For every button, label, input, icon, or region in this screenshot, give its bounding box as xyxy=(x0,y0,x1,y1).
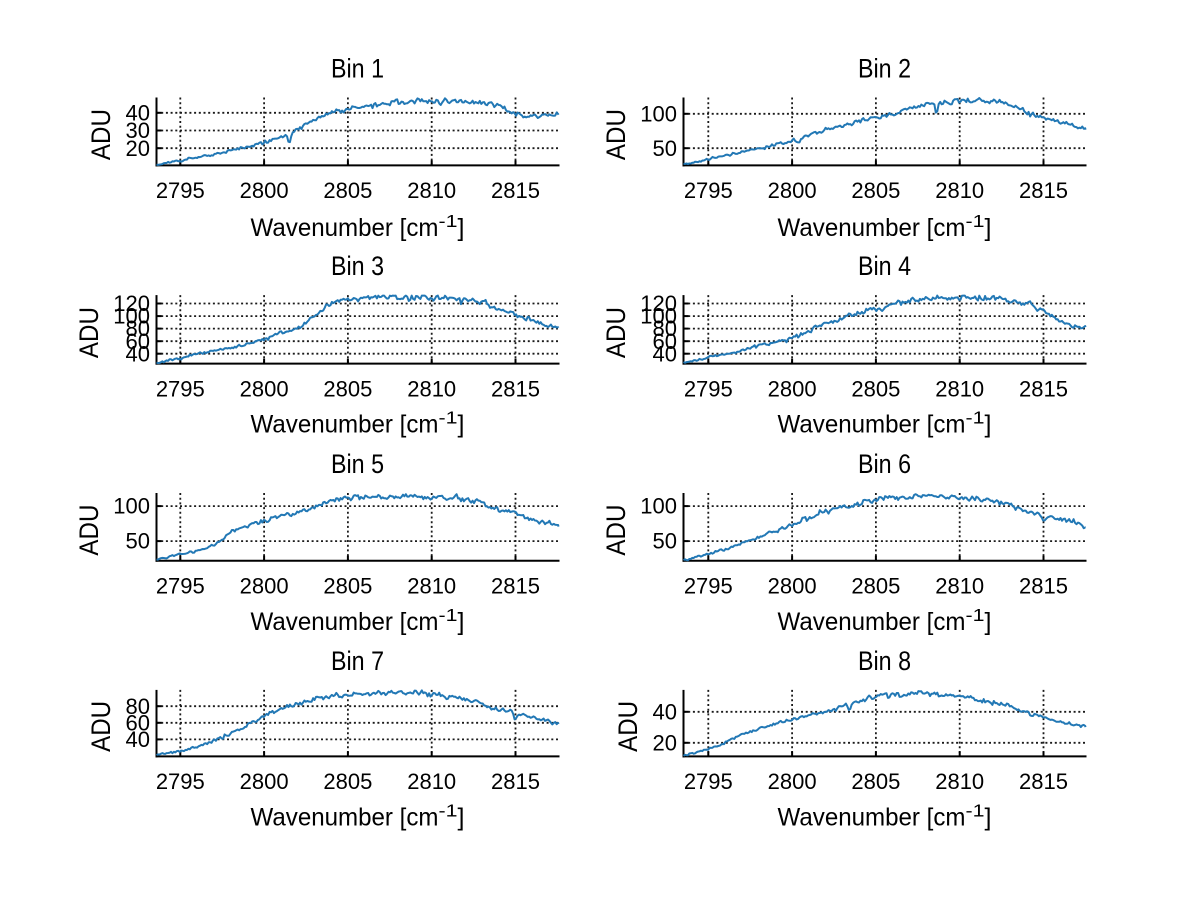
svg-text:Wavenumber [cm-1]: Wavenumber [cm-1] xyxy=(778,408,992,439)
svg-text:2815: 2815 xyxy=(1019,178,1068,203)
svg-text:Wavenumber [cm-1]: Wavenumber [cm-1] xyxy=(778,211,992,242)
svg-text:2815: 2815 xyxy=(491,376,540,401)
svg-text:80: 80 xyxy=(126,694,150,719)
svg-text:2805: 2805 xyxy=(323,769,372,794)
svg-text:ADU: ADU xyxy=(601,505,631,556)
svg-text:2800: 2800 xyxy=(240,178,289,203)
svg-text:2815: 2815 xyxy=(491,178,540,203)
svg-text:Bin 3: Bin 3 xyxy=(331,251,384,281)
svg-text:2795: 2795 xyxy=(156,574,205,599)
svg-text:2800: 2800 xyxy=(240,376,289,401)
svg-text:60: 60 xyxy=(653,329,677,354)
svg-text:Bin 5: Bin 5 xyxy=(331,449,384,479)
svg-text:2805: 2805 xyxy=(851,376,900,401)
svg-text:ADU: ADU xyxy=(613,701,643,752)
svg-text:2805: 2805 xyxy=(851,574,900,599)
svg-text:2815: 2815 xyxy=(1019,376,1068,401)
svg-text:50: 50 xyxy=(653,136,677,161)
svg-text:2800: 2800 xyxy=(768,769,817,794)
svg-text:30: 30 xyxy=(126,118,150,143)
svg-text:2805: 2805 xyxy=(851,178,900,203)
svg-text:2815: 2815 xyxy=(1019,769,1068,794)
svg-text:120: 120 xyxy=(640,291,677,316)
svg-text:80: 80 xyxy=(653,316,677,341)
svg-text:100: 100 xyxy=(640,304,677,329)
svg-text:2795: 2795 xyxy=(684,574,733,599)
svg-text:Wavenumber [cm-1]: Wavenumber [cm-1] xyxy=(778,801,992,832)
svg-text:2805: 2805 xyxy=(851,769,900,794)
svg-text:40: 40 xyxy=(126,727,150,752)
svg-text:2805: 2805 xyxy=(323,376,372,401)
svg-text:100: 100 xyxy=(640,494,677,519)
svg-text:20: 20 xyxy=(126,136,150,161)
svg-text:ADU: ADU xyxy=(74,307,104,358)
svg-text:2810: 2810 xyxy=(935,178,984,203)
svg-text:40: 40 xyxy=(653,699,677,724)
svg-text:2810: 2810 xyxy=(935,769,984,794)
svg-text:2795: 2795 xyxy=(684,376,733,401)
svg-text:ADU: ADU xyxy=(601,307,631,358)
svg-text:2810: 2810 xyxy=(407,178,456,203)
svg-text:50: 50 xyxy=(126,529,150,554)
svg-text:Wavenumber [cm-1]: Wavenumber [cm-1] xyxy=(251,211,465,242)
svg-text:2810: 2810 xyxy=(935,376,984,401)
svg-text:50: 50 xyxy=(653,529,677,554)
svg-text:40: 40 xyxy=(126,341,150,366)
svg-text:2795: 2795 xyxy=(156,769,205,794)
svg-text:2795: 2795 xyxy=(156,178,205,203)
svg-text:2800: 2800 xyxy=(240,769,289,794)
svg-text:40: 40 xyxy=(126,100,150,125)
svg-text:2810: 2810 xyxy=(407,769,456,794)
svg-text:2805: 2805 xyxy=(323,574,372,599)
svg-text:2800: 2800 xyxy=(768,574,817,599)
svg-text:2795: 2795 xyxy=(684,769,733,794)
svg-text:Wavenumber [cm-1]: Wavenumber [cm-1] xyxy=(251,605,465,636)
svg-text:ADU: ADU xyxy=(601,109,631,160)
svg-text:2800: 2800 xyxy=(240,574,289,599)
svg-text:Bin 8: Bin 8 xyxy=(858,646,911,676)
svg-text:2795: 2795 xyxy=(156,376,205,401)
svg-text:2810: 2810 xyxy=(935,574,984,599)
svg-text:40: 40 xyxy=(653,341,677,366)
svg-text:Bin 1: Bin 1 xyxy=(331,54,384,84)
svg-text:100: 100 xyxy=(113,304,150,329)
svg-text:Wavenumber [cm-1]: Wavenumber [cm-1] xyxy=(251,408,465,439)
svg-text:2810: 2810 xyxy=(407,376,456,401)
svg-text:2810: 2810 xyxy=(407,574,456,599)
svg-text:Bin 2: Bin 2 xyxy=(858,54,911,84)
svg-text:2800: 2800 xyxy=(768,178,817,203)
svg-text:20: 20 xyxy=(653,730,677,755)
svg-text:ADU: ADU xyxy=(86,109,116,160)
svg-text:Wavenumber [cm-1]: Wavenumber [cm-1] xyxy=(778,605,992,636)
svg-text:120: 120 xyxy=(113,291,150,316)
svg-text:Wavenumber [cm-1]: Wavenumber [cm-1] xyxy=(251,801,465,832)
svg-text:2795: 2795 xyxy=(684,178,733,203)
svg-text:Bin 4: Bin 4 xyxy=(858,251,911,281)
svg-text:Bin 7: Bin 7 xyxy=(331,646,384,676)
svg-text:2800: 2800 xyxy=(768,376,817,401)
svg-text:ADU: ADU xyxy=(74,505,104,556)
svg-text:ADU: ADU xyxy=(86,701,116,752)
svg-text:100: 100 xyxy=(640,101,677,126)
svg-text:2805: 2805 xyxy=(323,178,372,203)
svg-text:Bin 6: Bin 6 xyxy=(858,449,911,479)
svg-text:2815: 2815 xyxy=(491,574,540,599)
svg-text:100: 100 xyxy=(113,494,150,519)
svg-text:80: 80 xyxy=(126,316,150,341)
svg-text:60: 60 xyxy=(126,710,150,735)
svg-text:2815: 2815 xyxy=(491,769,540,794)
svg-text:2815: 2815 xyxy=(1019,574,1068,599)
svg-text:60: 60 xyxy=(126,329,150,354)
